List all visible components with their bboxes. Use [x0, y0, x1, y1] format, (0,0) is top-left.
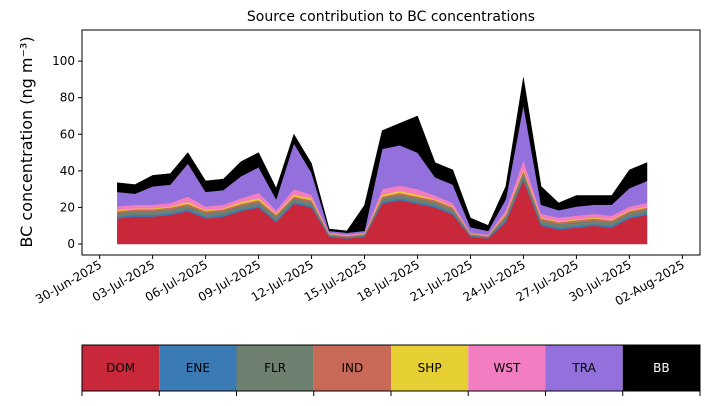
plot-frame	[81, 29, 701, 256]
y-tick-label: 0	[67, 237, 75, 251]
legend-swatch	[468, 345, 546, 391]
legend-label: BB	[653, 361, 669, 375]
legend-label: WST	[493, 361, 520, 375]
y-axis-label: BC concentration (ng m⁻³)	[17, 36, 36, 247]
legend-swatch	[82, 345, 160, 391]
y-tick-label: 60	[60, 127, 75, 141]
legend-swatch	[622, 345, 700, 391]
legend-label: SHP	[418, 361, 442, 375]
legend-frame	[81, 344, 701, 392]
y-tick-label: 100	[52, 54, 75, 68]
y-tick-label: 20	[60, 200, 75, 214]
legend-label: ENE	[186, 361, 210, 375]
legend-swatch	[159, 345, 237, 391]
chart-title: Source contribution to BC concentrations	[247, 9, 535, 25]
legend-swatch	[236, 345, 314, 391]
legend-swatch	[545, 345, 623, 391]
legend-label: DOM	[106, 361, 135, 375]
legend-label: FLR	[264, 361, 286, 375]
legend-swatch	[313, 345, 391, 391]
y-tick-label: 80	[60, 91, 75, 105]
area	[117, 77, 648, 233]
legend-label: IND	[341, 361, 363, 375]
y-tick-label: 40	[60, 164, 75, 178]
legend-label: TRA	[571, 361, 596, 375]
legend-swatch	[391, 345, 469, 391]
